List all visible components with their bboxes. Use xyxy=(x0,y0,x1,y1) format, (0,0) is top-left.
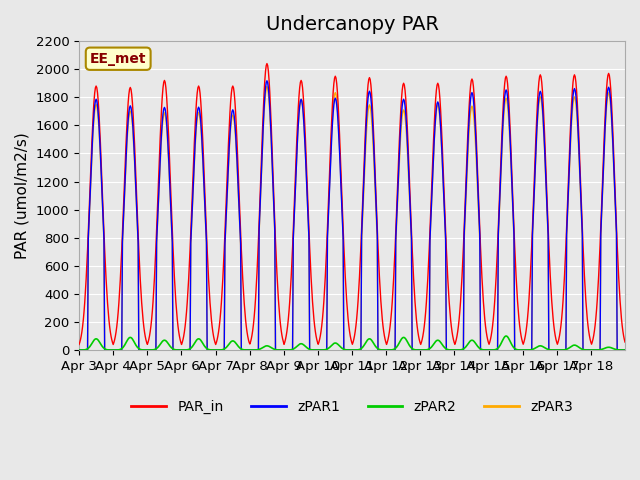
zPAR2 xyxy=(408,346,416,351)
zPAR3 xyxy=(409,347,417,353)
PAR_in xyxy=(621,339,629,345)
zPAR3 xyxy=(75,347,83,353)
PAR_in xyxy=(410,276,417,281)
PAR_in xyxy=(440,192,448,198)
PAR_in xyxy=(268,141,276,146)
zPAR3 xyxy=(268,140,275,146)
zPAR1 xyxy=(239,347,247,353)
zPAR2 xyxy=(267,344,275,350)
zPAR2 xyxy=(502,333,510,339)
Line: PAR_in: PAR_in xyxy=(79,63,625,345)
PAR_in xyxy=(140,324,148,330)
zPAR1 xyxy=(75,347,83,353)
zPAR1 xyxy=(288,347,296,353)
zPAR2 xyxy=(239,347,247,353)
PAR_in xyxy=(241,300,248,305)
zPAR1 xyxy=(268,135,275,141)
zPAR3 xyxy=(239,347,247,353)
zPAR2 xyxy=(140,347,147,353)
PAR_in xyxy=(109,342,117,348)
zPAR1 xyxy=(440,186,447,192)
PAR_in xyxy=(289,244,296,250)
zPAR3 xyxy=(440,187,447,193)
zPAR2 xyxy=(621,347,629,353)
zPAR2 xyxy=(75,347,83,353)
zPAR3 xyxy=(288,347,296,353)
PAR_in xyxy=(75,342,83,348)
Y-axis label: PAR (umol/m2/s): PAR (umol/m2/s) xyxy=(15,132,30,259)
Legend: PAR_in, zPAR1, zPAR2, zPAR3: PAR_in, zPAR1, zPAR2, zPAR3 xyxy=(126,394,578,420)
zPAR2 xyxy=(439,342,447,348)
zPAR1 xyxy=(409,347,417,353)
PAR_in xyxy=(263,60,271,66)
zPAR3 xyxy=(140,347,147,353)
Title: Undercanopy PAR: Undercanopy PAR xyxy=(266,15,438,34)
zPAR1 xyxy=(140,347,147,353)
Line: zPAR2: zPAR2 xyxy=(79,336,625,350)
zPAR3 xyxy=(263,84,271,89)
zPAR2 xyxy=(287,347,295,353)
Line: zPAR3: zPAR3 xyxy=(79,86,625,350)
zPAR2 xyxy=(588,347,595,353)
zPAR1 xyxy=(621,347,629,353)
Text: EE_met: EE_met xyxy=(90,52,147,66)
Line: zPAR1: zPAR1 xyxy=(79,81,625,350)
zPAR1 xyxy=(263,78,271,84)
zPAR3 xyxy=(621,347,629,353)
